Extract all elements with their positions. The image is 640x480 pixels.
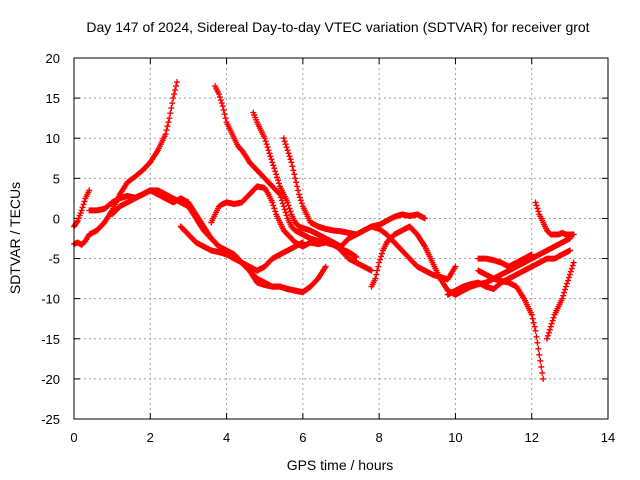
series-track-14: [475, 267, 547, 382]
y-axis-label: SDTVAR / TECUs: [7, 182, 23, 294]
plus-markers: [475, 267, 547, 382]
x-tick-label: 8: [376, 430, 383, 445]
series-track-10: [338, 211, 428, 250]
x-tick-label: 4: [223, 430, 230, 445]
chart-title: Day 147 of 2024, Sidereal Day-to-day VTE…: [86, 19, 589, 35]
y-tick-label: 5: [53, 171, 60, 186]
x-tick-labels: 0 2 4 6 8 10 12 14: [70, 430, 615, 445]
series-track-8: [250, 109, 375, 274]
y-tick-label: 20: [46, 51, 60, 66]
y-tick-label: 0: [53, 211, 60, 226]
plus-markers: [532, 199, 577, 238]
series-track-15: [532, 199, 577, 238]
y-tick-label: 15: [46, 91, 60, 106]
y-tick-label: 10: [46, 131, 60, 146]
y-tick-labels: -25 -20 -15 -10 -5 0 5 10 15 20: [41, 51, 60, 427]
x-tick-label: 14: [601, 430, 615, 445]
plus-markers: [338, 211, 428, 250]
y-tick-label: -10: [41, 292, 60, 307]
plot-frame: [73, 57, 609, 420]
grid-lines: [74, 58, 608, 419]
x-tick-label: 6: [299, 430, 306, 445]
x-tick-label: 12: [524, 430, 538, 445]
y-tick-label: -25: [41, 412, 60, 427]
series-track-5: [177, 223, 329, 296]
plus-markers: [250, 109, 375, 274]
x-tick-label: 2: [147, 430, 154, 445]
series-track-2: [71, 79, 180, 248]
data-marks: [71, 79, 577, 382]
axis-ticks: [73, 57, 609, 420]
x-tick-label: 10: [448, 430, 462, 445]
series-track-13: [475, 251, 535, 270]
x-tick-label: 0: [70, 430, 77, 445]
y-tick-label: -5: [48, 252, 60, 267]
series-track-16: [544, 259, 577, 342]
plus-markers: [544, 259, 577, 342]
y-tick-label: -20: [41, 372, 60, 387]
x-axis-label: GPS time / hours: [287, 457, 394, 473]
plus-markers: [475, 251, 535, 270]
plus-markers: [71, 79, 180, 248]
plus-markers: [177, 223, 329, 296]
y-tick-label: -15: [41, 332, 60, 347]
